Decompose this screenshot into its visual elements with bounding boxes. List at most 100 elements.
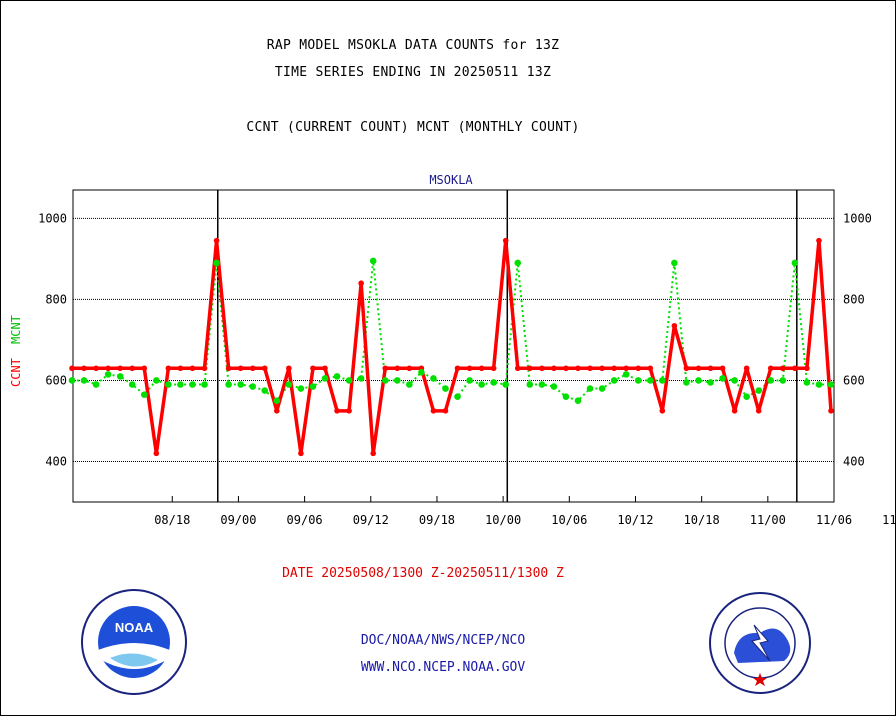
mcnt-point [490, 379, 497, 386]
ccnt-point [828, 408, 834, 414]
mcnt-point [454, 393, 461, 400]
ccnt-point [563, 365, 569, 372]
mcnt-point [538, 381, 546, 388]
x-tick-label: 09/18 [419, 513, 455, 527]
ccnt-point [514, 365, 521, 372]
y-tick-label-left: 1000 [38, 211, 67, 225]
ccnt-point [623, 365, 629, 372]
ccnt-point [286, 365, 292, 372]
ccnt-point [334, 408, 340, 414]
mcnt-point [285, 381, 293, 388]
x-tick-label: 09/12 [353, 513, 389, 527]
x-tick-label: 09/06 [287, 513, 323, 527]
ccnt-point [575, 365, 581, 372]
y-axis-label-ccnt: CCNT [9, 358, 23, 387]
mcnt-point [309, 383, 317, 390]
ccnt-point [611, 365, 617, 372]
mcnt-point [803, 379, 811, 386]
mcnt-point [815, 381, 823, 388]
y-tick-label-right: 400 [843, 454, 865, 468]
mcnt-point [827, 381, 835, 388]
y-tick-label-right: 800 [843, 292, 865, 306]
chart-description: CCNT (CURRENT COUNT) MCNT (MONTHLY COUNT… [246, 120, 580, 135]
ccnt-point [129, 365, 136, 372]
mcnt-point [514, 259, 522, 267]
ccnt-point [755, 408, 762, 414]
ccnt-point [767, 365, 774, 372]
mcnt-point [719, 375, 726, 382]
ccnt-point [237, 365, 244, 372]
mcnt-point [201, 381, 208, 388]
ccnt-point [141, 365, 148, 372]
chart-title: RAP MODEL MSOKLA DATA COUNTS for 13Z [266, 38, 560, 53]
ccnt-point [261, 365, 268, 372]
mcnt-point [526, 381, 534, 388]
mcnt-point [237, 381, 244, 388]
mcnt-point [634, 377, 642, 384]
y-tick-label-left: 400 [45, 454, 67, 468]
mcnt-point [418, 369, 425, 376]
mcnt-line [72, 260, 831, 403]
ccnt-point [249, 365, 256, 372]
x-tick-label: 11/12 [882, 513, 896, 527]
mcnt-point [574, 397, 582, 405]
x-tick-label: 11/00 [750, 513, 786, 527]
ccnt-point [719, 365, 726, 372]
ccnt-point [165, 365, 172, 372]
mcnt-point [550, 383, 558, 390]
ccnt-point [539, 365, 545, 372]
ccnt-point [177, 365, 184, 372]
ccnt-point [406, 365, 413, 372]
mcnt-point [261, 387, 269, 394]
y-tick-label-left: 600 [45, 373, 67, 387]
ccnt-point [587, 365, 593, 372]
mcnt-point [622, 371, 630, 378]
ccnt-point [117, 365, 123, 372]
mcnt-point [68, 377, 76, 384]
ccnt-point [358, 280, 364, 286]
ccnt-point [69, 365, 75, 372]
ccnt-point [490, 365, 497, 372]
mcnt-point [165, 381, 172, 388]
ccnt-point [213, 237, 220, 244]
mcnt-point [610, 377, 618, 384]
ccnt-point [346, 408, 352, 414]
noaa-logo: NOAA [80, 588, 188, 696]
mcnt-point [128, 381, 136, 388]
mcnt-point [659, 377, 666, 384]
mcnt-point [562, 393, 570, 400]
ccnt-point [298, 450, 304, 457]
y-axis-label-mcnt: MCNT [9, 315, 23, 344]
ccnt-point [695, 365, 702, 372]
ccnt-point [382, 365, 389, 372]
ccnt-point [105, 365, 111, 372]
mcnt-point [707, 379, 714, 386]
x-tick-label: 11/06 [816, 513, 852, 527]
mcnt-point [177, 381, 184, 388]
ccnt-point [780, 365, 786, 372]
ccnt-point [310, 365, 316, 372]
mcnt-point [140, 391, 148, 398]
ccnt-point [527, 365, 533, 372]
mcnt-point [430, 375, 437, 382]
ccnt-point [647, 365, 654, 372]
mcnt-point [80, 377, 88, 384]
mcnt-point [273, 397, 281, 405]
mcnt-point [213, 259, 220, 267]
mcnt-point [381, 377, 389, 384]
ccnt-point [454, 365, 461, 372]
ccnt-line [72, 238, 833, 456]
ccnt-point [394, 365, 401, 372]
ccnt-point [804, 365, 810, 372]
ccnt-point [189, 365, 196, 372]
mcnt-point [731, 377, 738, 384]
mcnt-point [333, 373, 341, 380]
ccnt-point [322, 365, 328, 372]
mcnt-point [466, 377, 473, 384]
ccnt-point [792, 365, 798, 372]
mcnt-point [189, 381, 196, 388]
date-range-label: DATE 20250508/1300 Z-20250511/1300 Z [282, 566, 564, 581]
mcnt-point [779, 377, 787, 384]
mcnt-point [646, 377, 654, 384]
